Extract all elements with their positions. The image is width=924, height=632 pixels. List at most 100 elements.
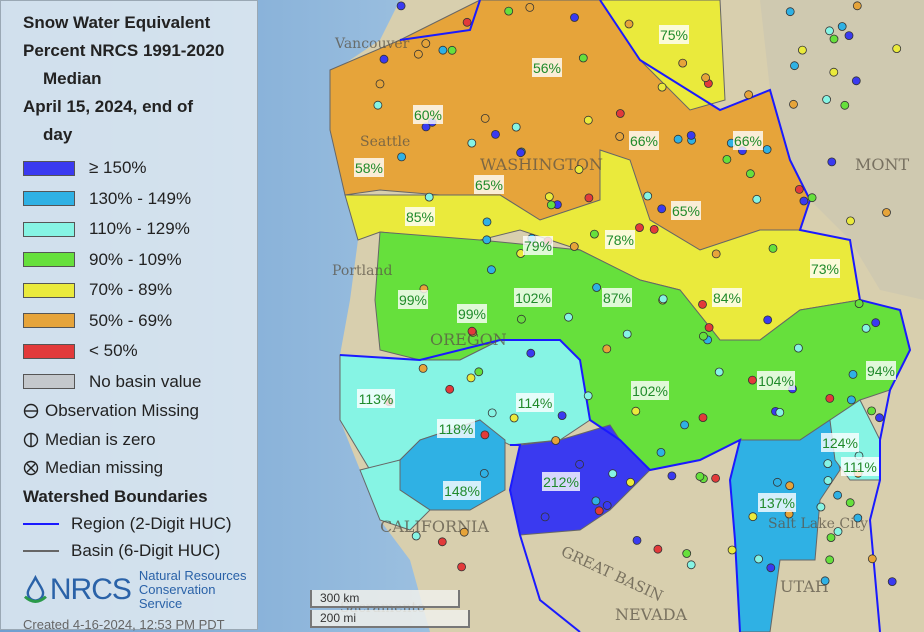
station-dot[interactable] [516, 148, 525, 158]
station-dot[interactable] [698, 413, 708, 423]
station-dot[interactable] [544, 192, 554, 202]
station-dot[interactable] [861, 323, 871, 333]
station-dot[interactable] [396, 1, 406, 11]
station-dot[interactable] [695, 471, 705, 481]
station-dot[interactable] [875, 413, 884, 423]
station-dot[interactable] [825, 555, 835, 565]
station-dot[interactable] [744, 90, 753, 100]
station-dot[interactable] [511, 122, 521, 132]
station-dot[interactable] [823, 459, 833, 469]
station-dot[interactable] [829, 34, 839, 44]
station-dot[interactable] [608, 469, 618, 479]
station-dot[interactable] [656, 447, 666, 457]
station-dot[interactable] [653, 544, 663, 554]
station-dot[interactable] [825, 26, 834, 36]
station-dot[interactable] [551, 436, 561, 445]
station-dot[interactable] [602, 501, 612, 510]
station-dot[interactable] [411, 531, 421, 541]
station-dot[interactable] [459, 527, 469, 537]
station-dot[interactable] [798, 45, 807, 55]
station-dot[interactable] [447, 45, 457, 55]
station-dot[interactable] [762, 145, 772, 154]
station-dot[interactable] [397, 152, 407, 162]
station-dot[interactable] [847, 395, 856, 405]
station-dot[interactable] [794, 184, 804, 194]
station-dot[interactable] [467, 326, 477, 336]
station-dot[interactable] [437, 537, 447, 547]
station-dot[interactable] [789, 99, 798, 109]
station-dot[interactable] [546, 200, 556, 210]
station-dot[interactable] [844, 31, 854, 40]
station-dot[interactable] [445, 384, 455, 394]
station-dot[interactable] [594, 506, 604, 516]
station-dot[interactable] [373, 100, 383, 110]
station-dot[interactable] [421, 39, 431, 48]
station-dot[interactable] [867, 554, 877, 564]
station-dot[interactable] [592, 283, 601, 292]
station-dot[interactable] [583, 115, 593, 125]
station-dot[interactable] [845, 498, 855, 508]
station-dot[interactable] [569, 242, 579, 251]
station-dot[interactable] [852, 1, 862, 11]
station-dot[interactable] [421, 122, 431, 132]
station-dot[interactable] [480, 114, 490, 123]
station-dot[interactable] [704, 323, 714, 332]
station-dot[interactable] [615, 132, 625, 141]
station-dot[interactable] [882, 208, 891, 217]
station-dot[interactable] [590, 229, 599, 239]
station-dot[interactable] [643, 191, 653, 201]
station-dot[interactable] [785, 481, 795, 491]
station-dot[interactable] [517, 314, 526, 324]
station-dot[interactable] [525, 3, 535, 12]
station-dot[interactable] [785, 7, 795, 17]
station-dot[interactable] [583, 391, 593, 401]
station-dot[interactable] [854, 299, 864, 309]
station-dot[interactable] [833, 527, 843, 536]
station-dot[interactable] [479, 468, 489, 478]
station-dot[interactable] [486, 265, 496, 275]
station-dot[interactable] [775, 407, 785, 417]
station-dot[interactable] [871, 318, 881, 328]
station-dot[interactable] [574, 165, 584, 174]
station-dot[interactable] [379, 54, 389, 64]
station-dot[interactable] [557, 411, 567, 421]
station-dot[interactable] [754, 554, 763, 564]
station-dot[interactable] [748, 512, 758, 522]
station-dot[interactable] [491, 129, 500, 139]
station-dot[interactable] [833, 490, 842, 500]
station-dot[interactable] [701, 73, 710, 83]
station-dot[interactable] [699, 331, 708, 341]
station-dot[interactable] [837, 22, 847, 31]
station-dot[interactable] [851, 76, 861, 86]
station-dot[interactable] [658, 294, 668, 304]
station-dot[interactable] [711, 473, 720, 483]
station-dot[interactable] [748, 375, 757, 385]
station-dot[interactable] [474, 367, 484, 377]
station-dot[interactable] [680, 420, 689, 430]
station-dot[interactable] [424, 192, 434, 202]
station-dot[interactable] [482, 235, 492, 245]
station-dot[interactable] [462, 17, 472, 27]
station-dot[interactable] [466, 373, 476, 383]
station-dot[interactable] [722, 154, 732, 164]
station-dot[interactable] [649, 224, 659, 234]
station-dot[interactable] [632, 536, 642, 545]
station-dot[interactable] [540, 512, 550, 522]
station-dot[interactable] [467, 138, 477, 148]
station-dot[interactable] [822, 95, 831, 104]
station-dot[interactable] [578, 53, 588, 63]
station-dot[interactable] [678, 58, 688, 68]
station-dot[interactable] [686, 560, 696, 570]
station-dot[interactable] [570, 13, 579, 22]
station-dot[interactable] [591, 496, 601, 506]
station-dot[interactable] [848, 369, 858, 379]
station-dot[interactable] [820, 576, 830, 586]
station-dot[interactable] [816, 502, 826, 512]
station-dot[interactable] [827, 157, 837, 167]
station-dot[interactable] [575, 459, 584, 469]
station-dot[interactable] [763, 315, 773, 325]
station-dot[interactable] [807, 193, 817, 203]
station-dot[interactable] [673, 134, 683, 144]
station-dot[interactable] [480, 430, 490, 440]
